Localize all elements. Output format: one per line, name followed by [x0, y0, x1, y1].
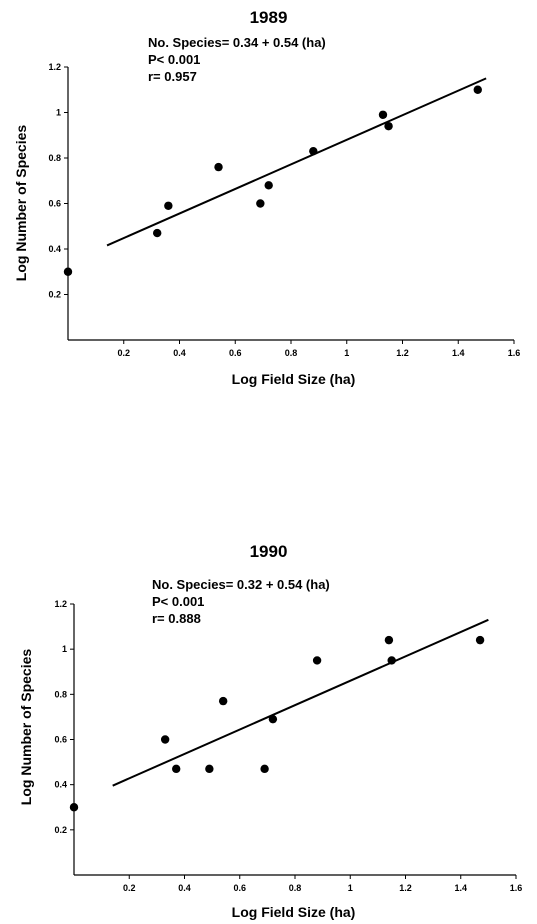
- x-tick-label: 0.2: [117, 348, 130, 358]
- y-tick-label: 1.2: [54, 599, 67, 609]
- y-tick-label: 0.6: [48, 199, 61, 209]
- regression-line: [106, 77, 487, 247]
- data-point: [268, 714, 278, 724]
- data-point: [214, 162, 223, 172]
- y-tick-label: 0.2: [48, 290, 61, 300]
- data-point: [164, 201, 173, 210]
- y-tick-label: 0.8: [48, 153, 61, 163]
- chart-panel-1989: 0.2 0.4 0.6 0.8 1 1.2 1.4 1.6 0.2 0.4 0.6 0.8 1 1.2 1…: [13, 8, 521, 387]
- y-tick-label: 0.2: [54, 825, 67, 835]
- data-point: [475, 635, 485, 645]
- chart-title: 1990: [249, 542, 288, 561]
- y-tick-label: 0.4: [48, 244, 61, 254]
- y-tick-label: 1: [62, 644, 67, 654]
- data-point: [160, 735, 170, 744]
- data-point: [309, 146, 318, 156]
- regression-annotation: No. Species= 0.34 + 0.54 (ha) P< 0.001 r…: [148, 34, 326, 85]
- r-value: r= 0.888: [152, 611, 201, 626]
- y-tick-label: 0.4: [54, 780, 67, 790]
- x-tick-label: 1: [348, 883, 353, 893]
- y-tick-label: 0.6: [54, 735, 67, 745]
- chart-title: 1989: [249, 8, 288, 27]
- x-tick-label: 1.4: [454, 883, 467, 893]
- data-point: [205, 764, 214, 774]
- data-point: [312, 656, 322, 665]
- data-point: [256, 199, 265, 208]
- data-point: [260, 764, 269, 774]
- x-tick-label: 1.6: [510, 883, 523, 893]
- scatter-plot-1990: 0.2 0.4 0.6 0.8 1 1.2 1.4 1.6 0.2 0.4 0.6 0.8 1 1.2: [54, 599, 523, 893]
- x-tick-label: 1.6: [508, 348, 521, 358]
- p-value: P< 0.001: [152, 594, 205, 609]
- data-point: [264, 181, 273, 190]
- x-tick-label: 0.4: [173, 348, 186, 358]
- data-point: [69, 803, 79, 812]
- regression-equation: No. Species= 0.34 + 0.54 (ha): [148, 35, 326, 50]
- r-value: r= 0.957: [148, 69, 197, 84]
- y-axis-label: Log Number of Species: [18, 648, 34, 806]
- x-tick-label: 0.6: [233, 883, 246, 893]
- data-point: [63, 267, 73, 276]
- x-axis-label: Log Field Size (ha): [231, 371, 356, 387]
- data-point: [153, 228, 162, 238]
- data-point: [384, 635, 394, 645]
- data-point: [473, 85, 482, 94]
- x-tick-label: 1: [344, 348, 349, 358]
- data-point: [218, 696, 228, 706]
- data-point: [172, 764, 181, 774]
- x-tick-label: 0.8: [289, 883, 302, 893]
- x-axis-label: Log Field Size (ha): [231, 904, 356, 920]
- p-value: P< 0.001: [148, 52, 201, 67]
- y-tick-label: 0.8: [54, 689, 67, 699]
- x-tick-label: 1.2: [399, 883, 412, 893]
- scatter-plot-1989: 0.2 0.4 0.6 0.8 1 1.2 1.4 1.6 0.2 0.4 0.6 0.8 1 1.2: [48, 62, 521, 358]
- y-tick-label: 1.2: [48, 62, 61, 72]
- chart-panel-1990: 0.2 0.4 0.6 0.8 1 1.2 1.4 1.6 0.2 0.4 0.6 0.8 1 1.2 1…: [0, 462, 537, 924]
- data-point: [378, 110, 388, 119]
- y-tick-label: 1: [56, 108, 61, 118]
- x-tick-label: 0.4: [178, 883, 191, 893]
- x-tick-label: 0.6: [229, 348, 242, 358]
- x-tick-label: 1.2: [396, 348, 409, 358]
- x-tick-label: 1.4: [452, 348, 465, 358]
- data-point: [384, 121, 393, 131]
- regression-equation: No. Species= 0.32 + 0.54 (ha): [152, 577, 330, 592]
- x-tick-label: 0.8: [285, 348, 298, 358]
- regression-annotation: No. Species= 0.32 + 0.54 (ha) P< 0.001 r…: [152, 576, 330, 627]
- x-tick-label: 0.2: [123, 883, 136, 893]
- data-point: [387, 656, 396, 665]
- y-axis-label: Log Number of Species: [13, 124, 29, 282]
- regression-line: [112, 618, 489, 787]
